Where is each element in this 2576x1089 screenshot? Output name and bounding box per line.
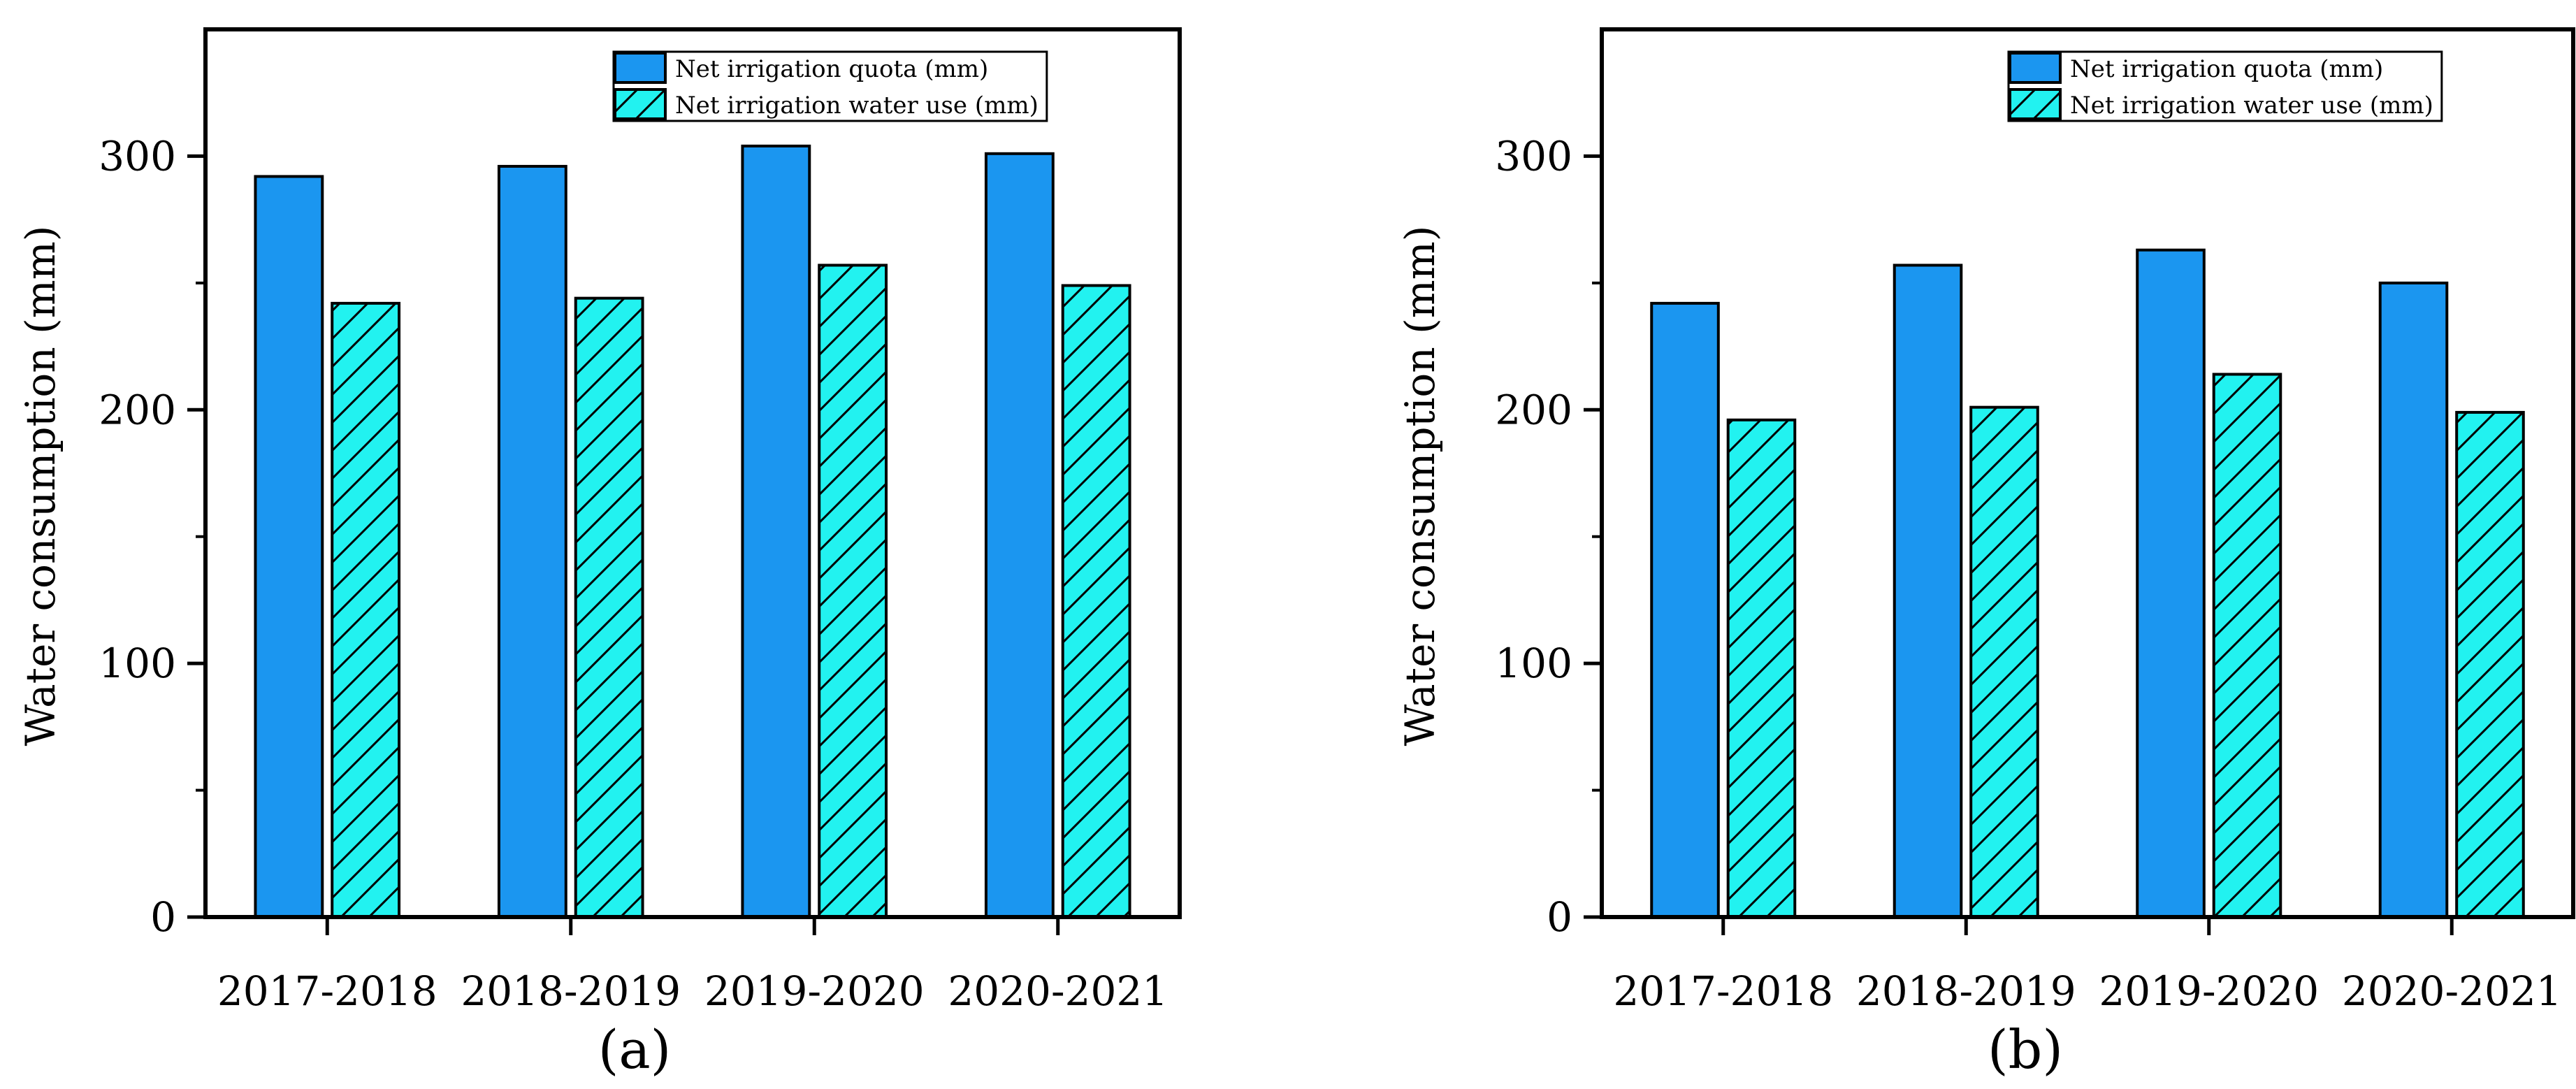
y-tick-label: 0 xyxy=(1547,893,1572,941)
legend: Net irrigation quota (mm) Net irrigation… xyxy=(612,50,1048,122)
legend-swatch-quota xyxy=(614,52,667,84)
legend-label-quota: Net irrigation quota (mm) xyxy=(2070,55,2383,83)
legend-label-quota: Net irrigation quota (mm) xyxy=(675,55,988,83)
x-tick-label: 2019-2020 xyxy=(704,967,925,1015)
y-tick-label: 100 xyxy=(99,640,176,687)
x-tick-label: 2018-2019 xyxy=(1856,967,2076,1015)
y-tick-label: 200 xyxy=(99,386,176,433)
chart-panel-b: Water consumption (mm) (b) 0 100 200 300 201… xyxy=(1396,27,2575,1081)
y-axis-title: Water consumption (mm) xyxy=(1396,226,1444,747)
y-tick-label: 100 xyxy=(1495,640,1572,687)
x-tick-label: 2018-2019 xyxy=(461,967,681,1015)
x-tick-label: 2020-2021 xyxy=(948,967,1168,1015)
legend-swatch-use xyxy=(2009,88,2062,120)
panel-label: (a) xyxy=(598,1018,672,1081)
y-tick-label: 300 xyxy=(99,132,176,180)
bar-use-2017-2018 xyxy=(331,301,401,918)
chart-panel-a: Water consumption (mm) (a) 0 100 200 300 201… xyxy=(17,27,1182,1081)
legend: Net irrigation quota (mm) Net irrigation… xyxy=(2007,50,2443,122)
x-tick-label: 2020-2021 xyxy=(2342,967,2562,1015)
bar-quota-2019-2020 xyxy=(2136,248,2206,918)
bar-use-2018-2019 xyxy=(1969,405,2039,918)
bar-use-2019-2020 xyxy=(2212,373,2282,918)
y-tick-label: 300 xyxy=(1495,132,1572,180)
plot-frame xyxy=(1600,27,2575,919)
bar-quota-2018-2019 xyxy=(497,164,567,918)
panel-label: (b) xyxy=(1988,1018,2063,1081)
legend-swatch-use xyxy=(614,88,667,120)
bar-use-2017-2018 xyxy=(1726,418,1797,918)
y-axis-title: Water consumption (mm) xyxy=(17,226,64,747)
x-tick-label: 2017-2018 xyxy=(217,967,437,1015)
legend-label-use: Net irrigation water use (mm) xyxy=(675,92,1039,120)
bar-quota-2020-2021 xyxy=(984,152,1055,918)
bar-quota-2018-2019 xyxy=(1893,264,1963,918)
y-tick-label: 200 xyxy=(1495,386,1572,433)
bar-quota-2017-2018 xyxy=(254,175,324,918)
bar-quota-2019-2020 xyxy=(741,144,811,918)
bar-quota-2020-2021 xyxy=(2378,281,2449,919)
plot-frame xyxy=(203,27,1182,919)
y-tick-label: 0 xyxy=(150,893,176,941)
x-tick-label: 2017-2018 xyxy=(1613,967,1833,1015)
bar-use-2019-2020 xyxy=(818,264,888,918)
bar-use-2020-2021 xyxy=(2455,410,2525,918)
legend-box xyxy=(612,50,1048,122)
bar-use-2020-2021 xyxy=(1061,284,1131,918)
x-tick-label: 2019-2020 xyxy=(2099,967,2319,1015)
legend-box xyxy=(2007,50,2443,122)
bar-quota-2017-2018 xyxy=(1650,301,1720,918)
legend-label-use: Net irrigation water use (mm) xyxy=(2070,92,2433,120)
legend-swatch-quota xyxy=(2009,52,2062,84)
bar-use-2018-2019 xyxy=(574,296,644,918)
